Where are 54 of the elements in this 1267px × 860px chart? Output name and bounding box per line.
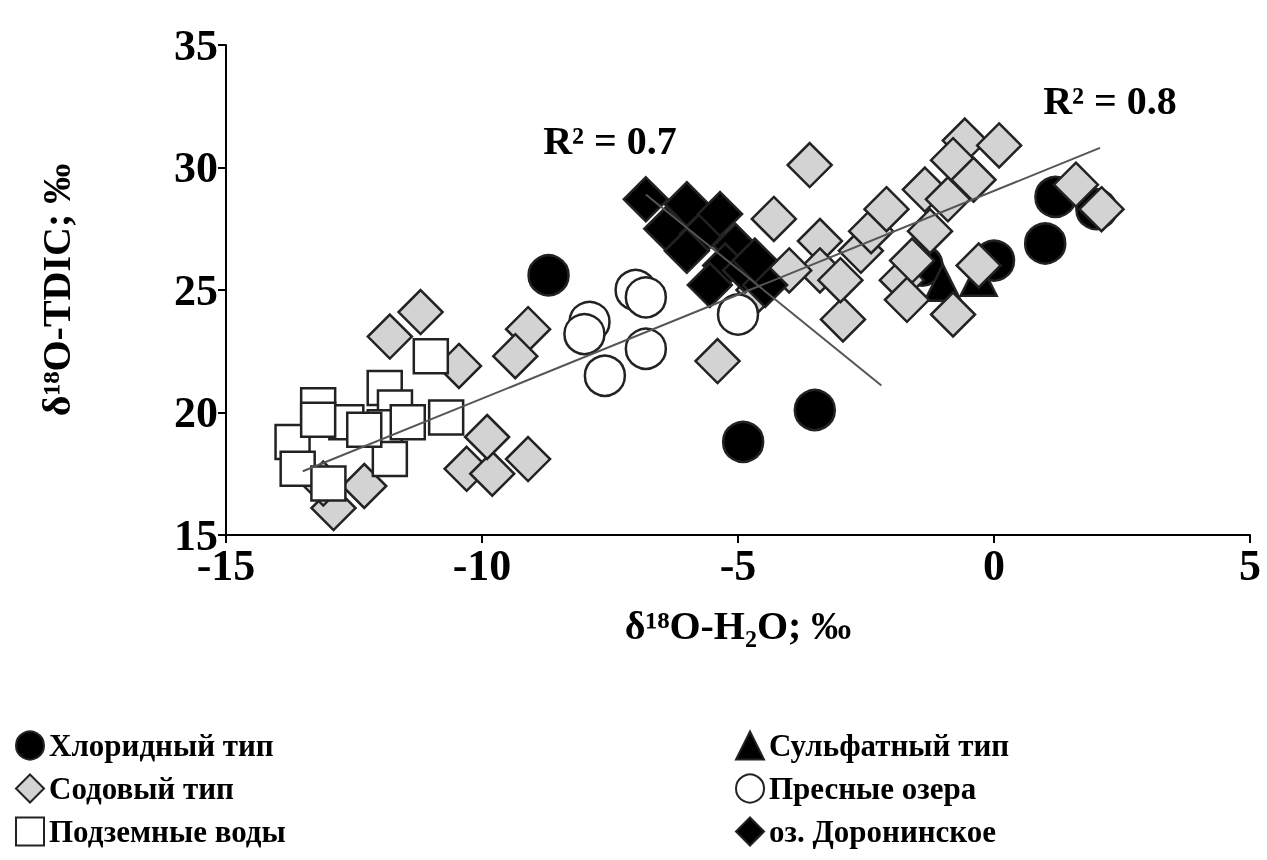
point	[694, 337, 741, 385]
point	[819, 296, 867, 343]
point	[527, 254, 570, 297]
x-tick-label: 0	[983, 540, 1005, 590]
point	[622, 176, 670, 223]
point	[817, 256, 864, 304]
point	[716, 293, 760, 336]
x-axis-title: δ¹⁸O-H₂O; ‰	[624, 602, 852, 648]
point	[721, 420, 765, 464]
point	[1023, 222, 1067, 265]
point	[750, 195, 798, 243]
y-tick-label: 30	[174, 143, 218, 192]
point	[663, 227, 711, 275]
point	[793, 388, 837, 432]
point	[366, 313, 414, 360]
point	[924, 176, 972, 223]
y-axis-title: δ¹⁸O-TDIC; ‰	[33, 163, 79, 417]
point	[397, 288, 444, 336]
point	[1052, 161, 1100, 208]
point	[468, 450, 516, 497]
point	[583, 354, 627, 397]
point	[463, 413, 511, 461]
point	[492, 332, 539, 380]
x-tick-label: -10	[452, 540, 512, 590]
point	[929, 291, 977, 338]
legend-label: Хлоридный тип	[49, 728, 274, 763]
point	[906, 207, 954, 255]
legend-label: Подземные воды	[49, 814, 286, 849]
point	[950, 156, 997, 203]
point	[975, 122, 1023, 169]
legend-label: Сульфатный тип	[769, 728, 1010, 763]
y-tick-label: 35	[174, 20, 218, 70]
point	[786, 141, 833, 189]
x-tick-label: -5	[719, 540, 757, 590]
y-tick-label: 20	[174, 388, 218, 437]
y-tick-label: 25	[174, 265, 218, 315]
x-tick-label: 5	[1239, 540, 1261, 590]
point	[563, 312, 606, 356]
point	[1078, 185, 1125, 233]
point	[299, 401, 337, 439]
point	[624, 327, 668, 371]
legend-label: Пресные озера	[769, 771, 977, 806]
point	[955, 242, 1002, 289]
legend-label: оз. Доронинское	[769, 814, 997, 849]
point	[504, 435, 552, 483]
point	[863, 185, 910, 233]
point	[686, 261, 734, 309]
annotation: R² = 0.7	[543, 117, 677, 163]
annotation: R² = 0.8	[1043, 77, 1177, 123]
point	[888, 237, 936, 284]
point	[696, 190, 744, 238]
point	[624, 276, 668, 319]
point	[883, 276, 931, 324]
legend-label: Содовый тип	[49, 771, 235, 806]
